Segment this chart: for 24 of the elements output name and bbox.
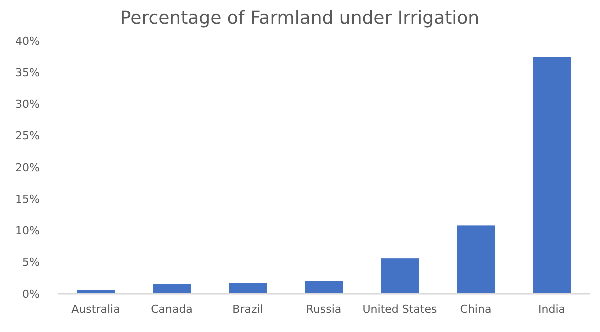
y-tick-label: 15% [16, 192, 40, 206]
y-tick-label: 35% [16, 66, 40, 80]
y-tick-label: 25% [16, 130, 40, 143]
x-tick-label: India [538, 303, 566, 316]
bar [305, 281, 343, 294]
y-tick-label: 10% [16, 224, 40, 238]
x-tick-label: China [460, 303, 492, 316]
x-tick-label: Russia [306, 303, 342, 316]
y-tick-label: 20% [16, 161, 40, 174]
y-tick-label: 0% [22, 288, 40, 301]
bar [533, 57, 571, 294]
bar [381, 258, 419, 294]
bar [457, 226, 495, 294]
x-tick-label: Brazil [232, 303, 264, 316]
y-tick-label: 30% [16, 98, 40, 112]
bar [77, 290, 115, 294]
bar [153, 284, 191, 294]
chart-title: Percentage of Farmland under Irrigation [120, 8, 480, 29]
bar [229, 283, 267, 294]
y-tick-label: 5% [22, 256, 40, 270]
x-tick-label: Canada [151, 303, 193, 316]
x-tick-label: United States [362, 303, 438, 316]
y-tick-label: 40% [16, 34, 40, 48]
x-tick-label: Australia [72, 303, 120, 316]
